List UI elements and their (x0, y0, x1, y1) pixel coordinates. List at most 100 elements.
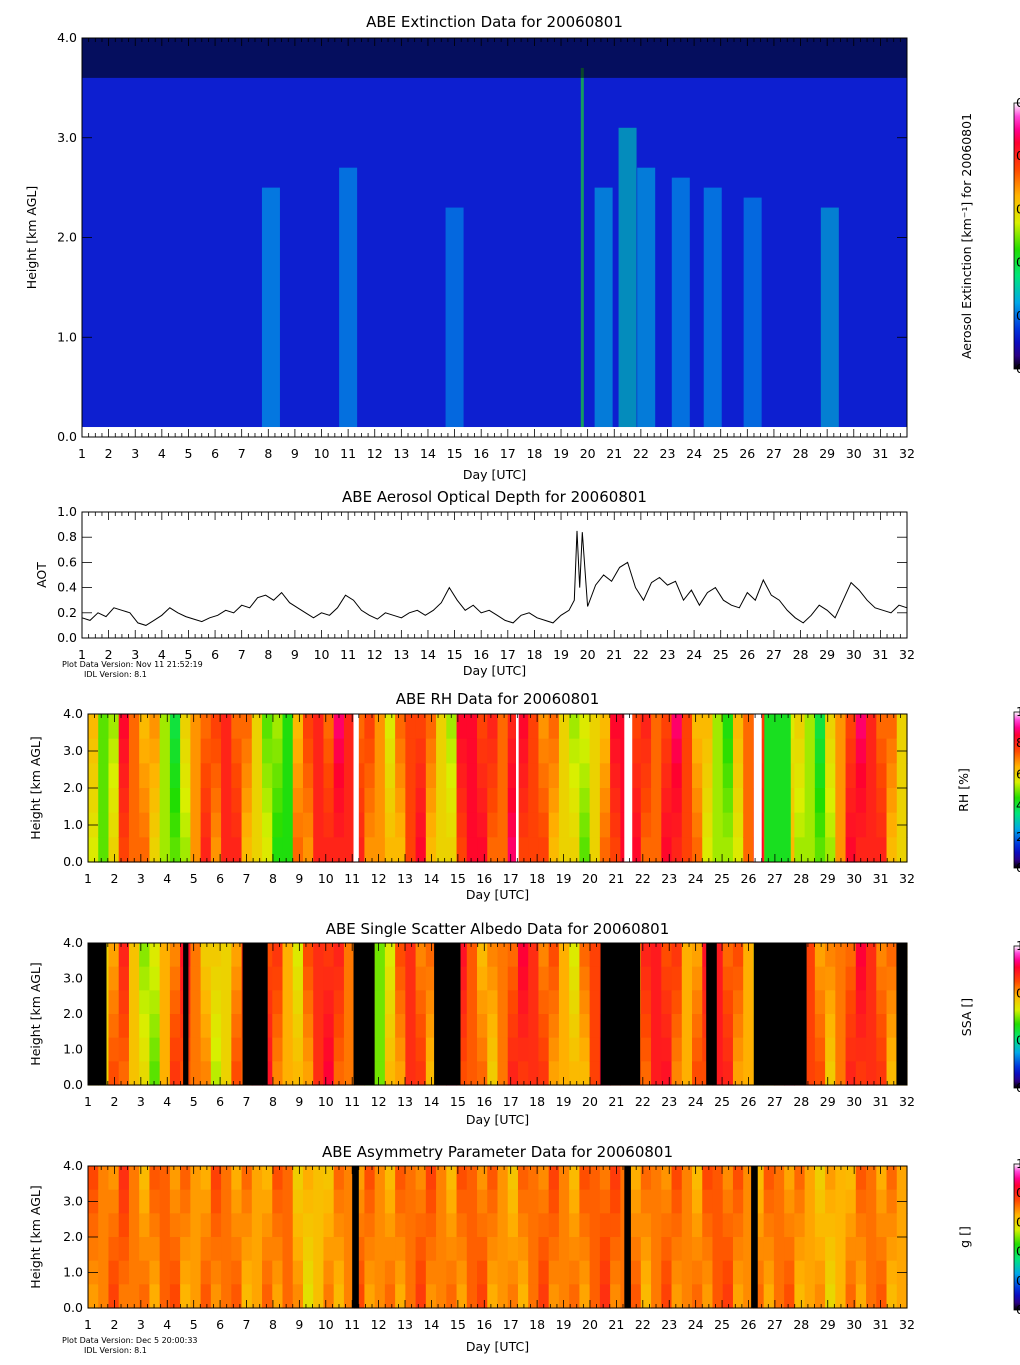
rh-cell (221, 763, 232, 789)
asym-missing-band (751, 1166, 758, 1308)
ssa-cell (395, 1061, 406, 1086)
rh-cell (466, 763, 478, 789)
asym-cell (732, 1189, 744, 1214)
ssa-cell (886, 1061, 898, 1086)
rh-cell (528, 738, 540, 764)
asym-cell (671, 1213, 683, 1238)
ssa-x-tick-label: 32 (899, 1094, 915, 1109)
asym-cell (200, 1166, 212, 1191)
asym-cell (517, 1237, 529, 1262)
extinction-colorbar-tick-label: 0.1 (1016, 308, 1020, 323)
ssa-missing-band (600, 943, 641, 1085)
ssa-x-tick-label: 13 (397, 1094, 413, 1109)
ssa-colorbar-label: SSA [] (959, 998, 974, 1036)
ssa-cell (548, 943, 560, 968)
asym-cell (251, 1166, 263, 1191)
asym-colorbar-tick-label: 0.0 (1016, 1302, 1020, 1317)
rh-cell (446, 812, 458, 838)
asym-colorbar-tick-label: 0.2 (1016, 1273, 1020, 1288)
asym-cell (241, 1189, 253, 1214)
extinction-y-axis-label: Height [km AGL] (24, 186, 39, 289)
asym-cell (712, 1189, 724, 1214)
asym-cell (139, 1260, 151, 1285)
ssa-cell (517, 990, 529, 1015)
ssa-cell (866, 966, 877, 991)
ssa-cell (221, 1037, 232, 1062)
rh-cell (651, 812, 662, 838)
aod-y-tick-label: 0.8 (57, 529, 77, 544)
rh-cell (169, 812, 181, 838)
aod-x-tick-label: 19 (553, 647, 569, 662)
version-footer-aod-line2: IDL Version: 8.1 (84, 670, 147, 679)
asym-cell (702, 1284, 714, 1309)
ssa-cell (528, 966, 540, 991)
asym-cell (886, 1166, 898, 1191)
ssa-cell (589, 990, 601, 1015)
ssa-cell (466, 1014, 478, 1039)
asym-x-tick-label: 11 (344, 1317, 360, 1332)
rh-cell (497, 738, 509, 764)
asym-cell (630, 1213, 642, 1238)
rh-cell (579, 837, 591, 863)
rh-cell (681, 837, 693, 863)
rh-cell (292, 837, 304, 863)
ssa-cell (292, 1014, 304, 1039)
ssa-missing-band (353, 943, 375, 1085)
ssa-cell (579, 990, 591, 1015)
rh-y-tick-label: 1.0 (63, 817, 83, 832)
rh-cell (743, 837, 755, 863)
asym-cell (538, 1213, 550, 1238)
ssa-cell (569, 1061, 580, 1086)
extinction-title: ABE Extinction Data for 20060801 (366, 13, 623, 31)
asym-cell (272, 1213, 284, 1238)
asym-cell (599, 1237, 611, 1262)
asym-cell (241, 1260, 253, 1285)
asym-cell (159, 1189, 171, 1214)
rh-cell (149, 738, 161, 764)
ssa-cell (825, 1061, 836, 1086)
asym-cell (681, 1284, 693, 1309)
rh-cell (210, 738, 222, 764)
asym-cell (845, 1166, 857, 1191)
asym-cell (487, 1284, 499, 1309)
rh-x-axis-label: Day [UTC] (466, 887, 529, 902)
rh-cell (528, 837, 540, 863)
rh-cell (159, 763, 171, 789)
aod-plot-frame (81, 511, 908, 639)
asym-cell (610, 1189, 621, 1214)
asym-cell (681, 1213, 693, 1238)
asym-cell (825, 1189, 836, 1214)
rh-cell (323, 812, 335, 838)
rh-cell (190, 812, 202, 838)
rh-cell (333, 714, 345, 740)
asym-x-tick-label: 13 (397, 1317, 413, 1332)
asym-cell (845, 1260, 857, 1285)
asym-cell (323, 1189, 335, 1214)
ssa-x-tick-label: 7 (243, 1094, 251, 1109)
ssa-cell (159, 943, 171, 968)
aod-title: ABE Aerosol Optical Depth for 20060801 (342, 488, 647, 506)
rh-cell (262, 714, 273, 740)
rh-colorbar-tick-label: 100 (1016, 704, 1020, 719)
rh-cell (743, 788, 755, 814)
ssa-cell (579, 966, 591, 991)
asym-cell (415, 1284, 427, 1309)
asym-cell (272, 1166, 284, 1191)
rh-cell (558, 714, 570, 740)
ssa-cell (190, 990, 202, 1015)
asym-x-tick-label: 31 (873, 1317, 889, 1332)
asym-cell (528, 1260, 540, 1285)
asym-cell (692, 1189, 703, 1214)
asym-cell (159, 1237, 171, 1262)
rh-cell (528, 763, 540, 789)
asym-x-tick-label: 30 (846, 1317, 862, 1332)
asym-cell (98, 1213, 110, 1238)
asym-cell (538, 1237, 550, 1262)
ssa-cell (395, 943, 406, 968)
asym-cell (108, 1284, 120, 1309)
aod-x-tick-label: 2 (105, 647, 113, 662)
rh-cell (149, 714, 161, 740)
asym-cell (302, 1213, 314, 1238)
asym-cell (200, 1284, 212, 1309)
asym-cell (589, 1237, 601, 1262)
